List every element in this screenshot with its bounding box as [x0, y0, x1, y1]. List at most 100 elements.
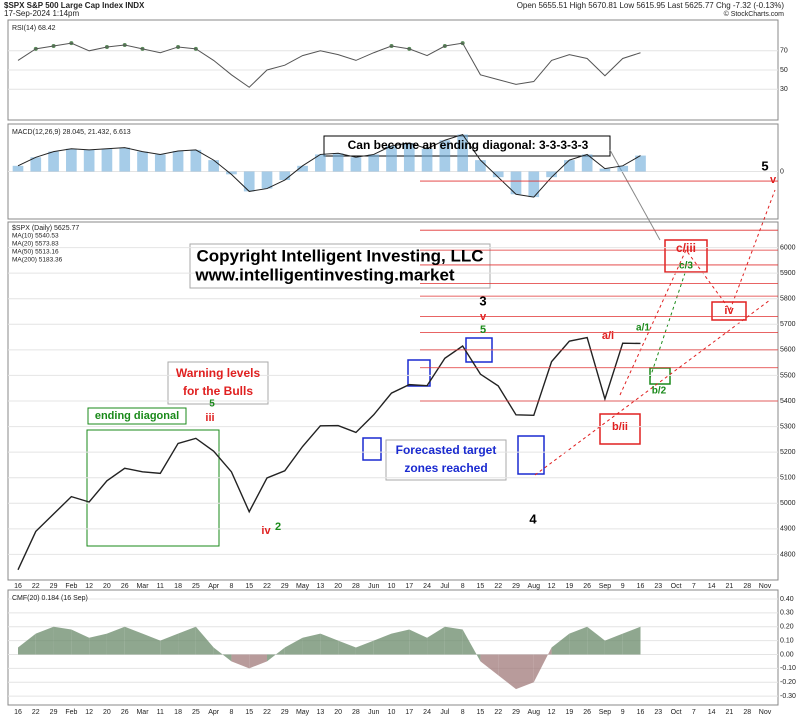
- annotation: b/2: [652, 386, 667, 397]
- annotation: 5: [209, 399, 215, 410]
- target-box: [362, 437, 382, 461]
- area-segment: [213, 647, 232, 662]
- x-tick-label: Nov: [759, 709, 772, 716]
- area-segment: [71, 629, 90, 655]
- area-segment: [409, 629, 428, 655]
- target-box: [407, 359, 431, 387]
- area-segment: [160, 633, 179, 655]
- annotation: zones reached: [404, 461, 487, 475]
- area-segment: [373, 633, 392, 655]
- histogram-bar: [66, 148, 77, 172]
- annotation: 5: [480, 324, 486, 336]
- x-tick-label: 23: [654, 709, 662, 716]
- x-tick-label: 12: [548, 583, 556, 590]
- annotation: 3: [479, 293, 486, 308]
- area-segment: [231, 654, 250, 669]
- area-segment: [587, 626, 605, 655]
- histogram-bar: [154, 154, 166, 172]
- y-tick-label: -0.30: [780, 693, 796, 700]
- x-tick-label: 9: [621, 583, 625, 590]
- copyright-box: [189, 243, 491, 289]
- x-tick-label: 21: [726, 583, 734, 590]
- x-tick-label: 28: [352, 583, 360, 590]
- x-tick-label: 20: [103, 709, 111, 716]
- area-segment: [35, 626, 54, 655]
- x-tick-label: 29: [281, 583, 289, 590]
- x-tick-label: 26: [583, 583, 591, 590]
- area-segment: [604, 633, 623, 655]
- y-tick-label: 0.20: [780, 624, 794, 631]
- area-segment: [89, 633, 107, 655]
- area-segment: [622, 626, 641, 655]
- annotation: c/3: [679, 261, 693, 272]
- area-segment: [462, 629, 481, 662]
- x-tick-label: 22: [263, 709, 271, 716]
- histogram-bar: [137, 151, 148, 172]
- y-tick-label: 5000: [780, 500, 796, 507]
- area-segment: [267, 647, 285, 662]
- x-tick-label: 16: [637, 583, 645, 590]
- y-tick-label: -0.20: [780, 679, 796, 686]
- x-tick-label: Feb: [65, 709, 77, 716]
- histogram-bar: [368, 154, 380, 172]
- x-tick-label: 25: [192, 583, 200, 590]
- x-tick-label: 9: [621, 709, 625, 716]
- x-tick-label: 18: [174, 709, 182, 716]
- annotation: b/ii: [612, 421, 628, 433]
- y-tick-label: 0.10: [780, 637, 794, 644]
- area-segment: [533, 647, 552, 683]
- histogram-bar: [226, 171, 237, 175]
- x-tick-label: 8: [229, 709, 233, 716]
- legend-entry: MA(200) 5183.36: [12, 257, 63, 264]
- x-tick-label: 14: [708, 583, 716, 590]
- x-tick-label: 29: [512, 583, 520, 590]
- x-tick-label: Aug: [528, 583, 541, 590]
- y-tick-label: -0.10: [780, 665, 796, 672]
- x-tick-label: 13: [316, 709, 324, 716]
- histogram-bar: [599, 168, 611, 172]
- x-tick-label: 13: [316, 583, 324, 590]
- annotation: Warning levels: [176, 366, 261, 380]
- x-tick-label: 29: [512, 709, 520, 716]
- area-segment: [284, 637, 303, 655]
- area-segment: [444, 626, 463, 655]
- x-tick-label: 29: [281, 709, 289, 716]
- x-tick-label: 7: [692, 583, 696, 590]
- panel-title: $SPX (Daily) 5625.77: [12, 225, 79, 232]
- histogram-bar: [457, 134, 468, 172]
- x-tick-label: Sep: [599, 583, 612, 590]
- series-line: [17, 336, 641, 571]
- x-tick-label: 26: [583, 709, 591, 716]
- area-segment: [551, 633, 570, 655]
- x-tick-label: 26: [121, 583, 129, 590]
- histogram-bar: [403, 143, 415, 172]
- x-tick-label: 28: [743, 709, 751, 716]
- x-tick-label: Mar: [136, 709, 149, 716]
- histogram-bar: [83, 149, 95, 172]
- area-segment: [427, 626, 445, 655]
- annotation: ending diagonal: [95, 410, 179, 422]
- histogram-bar: [386, 145, 397, 172]
- area-segment: [106, 626, 125, 655]
- y-tick-label: 6000: [780, 244, 796, 251]
- x-tick-label: 21: [726, 709, 734, 716]
- annotation: for the Bulls: [183, 384, 253, 398]
- x-tick-label: Nov: [759, 583, 772, 590]
- x-tick-label: 17: [405, 583, 413, 590]
- annotation: Can become an ending diagonal: 3-3-3-3-3: [348, 138, 589, 152]
- x-tick-label: Jul: [440, 583, 449, 590]
- series-line: [17, 42, 641, 88]
- x-tick-label: Mar: [136, 583, 149, 590]
- histogram-bar: [190, 149, 202, 172]
- histogram-bar: [30, 157, 42, 172]
- legend-entry: MA(10) 5540.53: [12, 233, 59, 240]
- histogram-bar: [635, 155, 646, 172]
- annotation: iii: [205, 412, 214, 424]
- forecast-path: [619, 189, 776, 396]
- area-segment: [569, 626, 588, 655]
- x-tick-label: 8: [461, 709, 465, 716]
- histogram-bar: [243, 171, 255, 192]
- x-tick-label: Apr: [208, 709, 220, 716]
- area-segment: [124, 626, 143, 655]
